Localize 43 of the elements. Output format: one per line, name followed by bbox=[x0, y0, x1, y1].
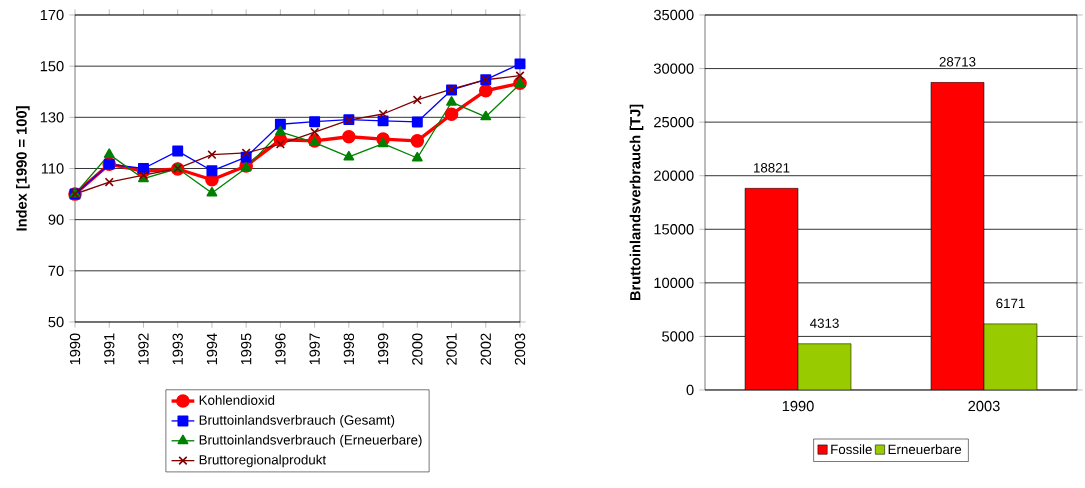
y-tick-label: 170 bbox=[40, 9, 64, 21]
y-tick-label: 35000 bbox=[653, 9, 694, 21]
x-tick-label: 2003 bbox=[968, 400, 1000, 412]
x-tick-label: 1990 bbox=[69, 333, 81, 365]
y-tick-label: 20000 bbox=[654, 170, 694, 181]
x-tick-label: 1998 bbox=[343, 333, 355, 365]
y-tick-label: 0 bbox=[686, 384, 694, 396]
x-tick-label: 1991 bbox=[104, 333, 115, 365]
x-tick-label: 1992 bbox=[138, 333, 149, 365]
y-tick-label: 50 bbox=[48, 316, 64, 328]
x-tick-label: 1999 bbox=[377, 333, 389, 365]
x-tick-label: 1994 bbox=[206, 333, 218, 365]
legend-label: Fossile bbox=[831, 444, 872, 455]
y-tick-label: 90 bbox=[48, 214, 64, 225]
x-tick-label: 1993 bbox=[172, 333, 183, 365]
x-tick-label: 2002 bbox=[480, 333, 491, 365]
y-tick-label: 150 bbox=[40, 60, 64, 72]
x-tick-label: 1990 bbox=[782, 400, 814, 412]
data-label: 4313 bbox=[809, 318, 839, 328]
data-label: 18821 bbox=[753, 163, 790, 173]
y-tick-label: 10000 bbox=[654, 277, 694, 289]
y-tick-label: 130 bbox=[40, 112, 64, 123]
x-tick-label: 2000 bbox=[412, 333, 423, 365]
legend-label: Bruttoinlandsverbrauch (Erneuerbare) bbox=[199, 434, 422, 448]
y-axis-title: Bruttoinlandsverbrauch [TJ] bbox=[629, 104, 644, 301]
y-tick-label: 15000 bbox=[654, 224, 694, 235]
x-tick-label: 1996 bbox=[275, 333, 286, 365]
data-label: 28713 bbox=[939, 57, 976, 67]
legend-label: Erneuerbare bbox=[888, 444, 962, 455]
x-tick-label: 1997 bbox=[309, 333, 320, 365]
data-label: 6171 bbox=[996, 298, 1025, 309]
legend-label: Bruttoregionalprodukt bbox=[199, 454, 327, 468]
y-tick-label: 30000 bbox=[653, 63, 694, 74]
y-tick-label: 70 bbox=[48, 265, 64, 277]
y-axis-title: Index [1990 = 100] bbox=[15, 106, 30, 231]
legend-label: Kohlendioxid bbox=[199, 395, 275, 405]
x-tick-label: 2001 bbox=[446, 333, 457, 365]
legend-label: Bruttoinlandsverbrauch (Gesamt) bbox=[199, 414, 395, 428]
x-tick-label: 2003 bbox=[514, 333, 526, 365]
y-tick-label: 5000 bbox=[662, 331, 694, 342]
y-tick-label: 25000 bbox=[654, 116, 694, 128]
x-tick-label: 1995 bbox=[240, 333, 252, 365]
y-tick-label: 110 bbox=[41, 163, 64, 174]
